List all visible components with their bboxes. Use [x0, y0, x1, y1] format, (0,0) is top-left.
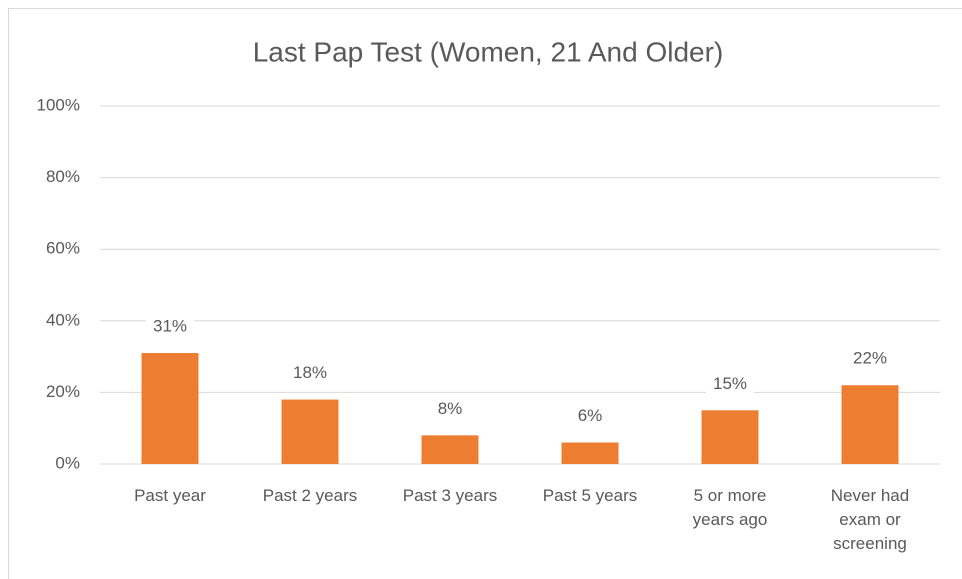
bar	[281, 399, 339, 464]
data-label: 15%	[713, 374, 747, 393]
data-label-bg	[146, 315, 194, 340]
x-tick-label: Never had exam or screening	[830, 486, 910, 553]
y-tick-label: 80%	[46, 167, 80, 186]
x-tick-label: Past 2 years	[262, 486, 358, 505]
x-tick-label: 5 or more years ago	[692, 486, 768, 529]
chart-title: Last Pap Test (Women, 21 And Older)	[253, 36, 724, 67]
y-tick-label: 40%	[46, 310, 80, 329]
data-label-bg	[566, 404, 614, 429]
y-tick-label: 0%	[55, 453, 80, 472]
bar	[841, 385, 899, 464]
data-label: 31%	[153, 317, 187, 336]
chart-frame	[8, 8, 962, 579]
x-tick-label: Past 5 years	[542, 486, 638, 505]
bar	[701, 410, 759, 464]
bar	[421, 435, 479, 464]
data-label-bg	[846, 347, 894, 372]
data-label: 6%	[578, 406, 603, 425]
data-label: 18%	[293, 363, 327, 382]
data-label: 8%	[438, 399, 463, 418]
y-tick-label: 20%	[46, 382, 80, 401]
data-label-bg	[706, 372, 754, 397]
data-label-bg	[286, 361, 334, 386]
data-label-bg	[426, 397, 474, 422]
x-tick-label: Past year	[134, 486, 206, 505]
data-label: 22%	[853, 349, 887, 368]
x-tick-label: Past 3 years	[402, 486, 498, 505]
y-tick-label: 100%	[37, 95, 80, 114]
bar	[561, 442, 619, 464]
bar	[141, 353, 199, 464]
y-tick-label: 60%	[46, 239, 80, 258]
